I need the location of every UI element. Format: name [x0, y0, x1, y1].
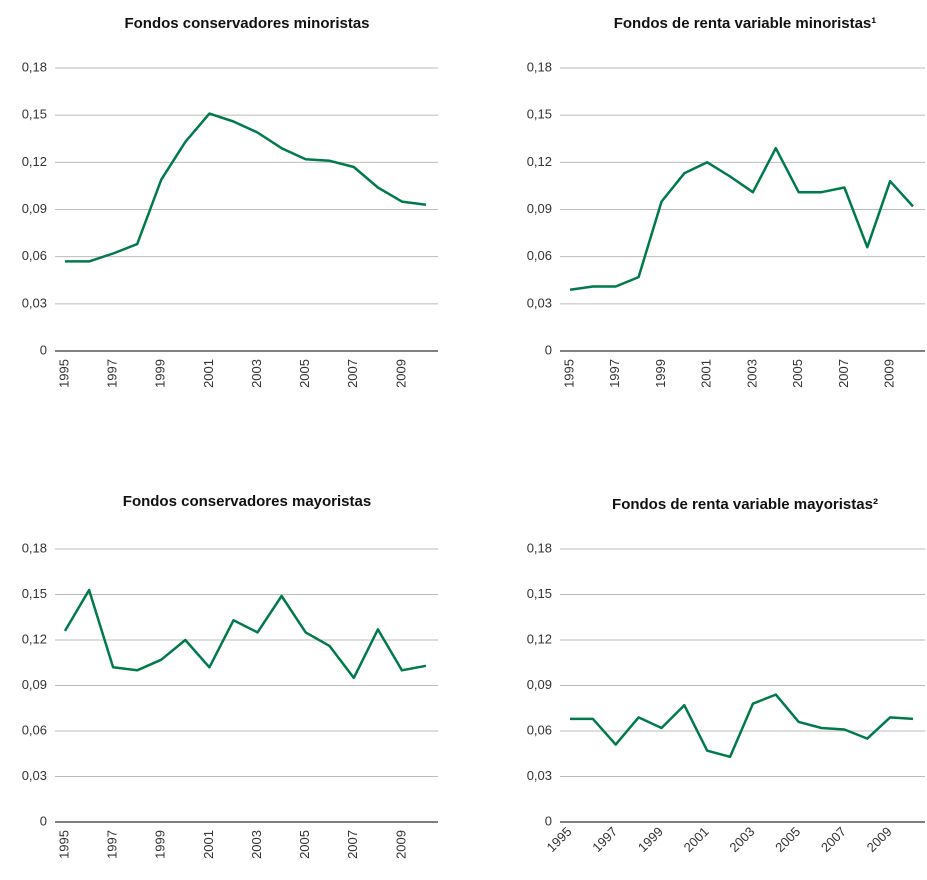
y-tick-label: 0,15: [527, 586, 552, 601]
x-tick-label: 2001: [681, 824, 712, 855]
x-tick-label: 1999: [635, 824, 666, 855]
chart-title: Fondos de renta variable minoristas¹: [614, 15, 877, 32]
x-tick-label: 2003: [726, 824, 757, 855]
x-tick-label: 1995: [561, 359, 576, 388]
y-tick-label: 0,06: [527, 722, 552, 737]
y-tick-label: 0: [40, 813, 47, 828]
x-tick-label: 1999: [153, 359, 168, 388]
y-tick-label: 0,09: [22, 677, 47, 692]
x-tick-label: 1997: [607, 359, 622, 388]
y-tick-label: 0,18: [527, 540, 552, 555]
data-line: [570, 693, 914, 759]
chart-title: Fondos conservadores minoristas: [124, 15, 369, 32]
x-tick-label: 2007: [345, 830, 360, 859]
y-tick-label: 0,09: [527, 201, 552, 216]
x-tick-label: 2005: [297, 830, 312, 859]
y-tick-label: 0,09: [527, 677, 552, 692]
x-tick-label: 2009: [882, 359, 897, 388]
y-tick-label: 0,06: [527, 248, 552, 263]
x-tick-label: 1995: [543, 824, 574, 855]
y-tick-label: 0,15: [527, 107, 552, 122]
y-tick-label: 0: [545, 813, 552, 828]
x-tick-label: 2009: [393, 359, 408, 388]
chart-panel: Fondos conservadores mayoristas 0 0,03 0,06…: [22, 493, 438, 859]
x-tick-label: 2007: [818, 824, 849, 855]
y-tick-label: 0,15: [22, 107, 47, 122]
chart-panel: Fondos conservadores minoristas 0 0,03 0,06…: [22, 15, 438, 388]
data-line: [63, 588, 427, 680]
x-tick-label: 2003: [249, 830, 264, 859]
y-tick-label: 0,06: [22, 248, 47, 263]
y-tick-label: 0,18: [527, 59, 552, 74]
y-tick-label: 0,09: [22, 201, 47, 216]
chart-panel: Fondos de renta variable minoristas¹ 0 0,0…: [527, 15, 925, 388]
x-tick-label: 2003: [744, 359, 759, 388]
x-tick-label: 1997: [105, 830, 120, 859]
y-tick-label: 0,12: [22, 631, 47, 646]
x-tick-label: 2001: [699, 359, 714, 388]
x-tick-label: 1997: [589, 824, 620, 855]
data-line: [65, 112, 427, 263]
y-tick-label: 0,18: [22, 540, 47, 555]
chart-panel: Fondos de renta variable mayoristas² 0 0,0…: [527, 496, 925, 855]
x-tick-label: 2007: [345, 359, 360, 388]
x-tick-label: 2001: [201, 359, 216, 388]
x-tick-label: 2009: [393, 830, 408, 859]
y-tick-label: 0: [545, 342, 552, 357]
x-tick-label: 2007: [836, 359, 851, 388]
y-tick-label: 0,15: [22, 586, 47, 601]
y-tick-label: 0,12: [527, 631, 552, 646]
y-tick-label: 0,06: [22, 722, 47, 737]
x-tick-label: 2001: [201, 830, 216, 859]
x-tick-label: 2003: [249, 359, 264, 388]
y-tick-label: 0,18: [22, 59, 47, 74]
y-tick-label: 0,03: [527, 295, 552, 310]
y-tick-label: 0,03: [527, 768, 552, 783]
x-tick-label: 2009: [864, 824, 895, 855]
y-tick-label: 0: [40, 342, 47, 357]
x-tick-label: 1995: [56, 830, 71, 859]
y-tick-label: 0,03: [22, 295, 47, 310]
x-tick-label: 2005: [297, 359, 312, 388]
x-tick-label: 2005: [772, 824, 803, 855]
chart-title: Fondos de renta variable mayoristas²: [612, 496, 878, 513]
y-tick-label: 0,12: [527, 154, 552, 169]
y-tick-label: 0,03: [22, 768, 47, 783]
x-tick-label: 1995: [56, 359, 71, 388]
x-tick-label: 1999: [153, 830, 168, 859]
x-tick-label: 1999: [653, 359, 668, 388]
x-tick-label: 1997: [105, 359, 120, 388]
chart-title: Fondos conservadores mayoristas: [123, 493, 371, 510]
y-tick-label: 0,12: [22, 154, 47, 169]
x-tick-label: 2005: [790, 359, 805, 388]
data-line: [569, 146, 914, 291]
